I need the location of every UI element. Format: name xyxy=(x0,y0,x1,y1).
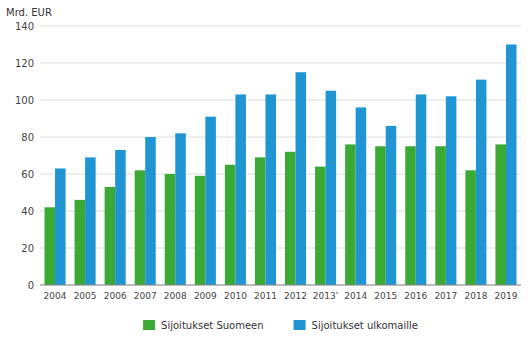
x-tick-label: 2004 xyxy=(44,291,67,301)
chart: 020406080100120140Mrd. EUR20042005200620… xyxy=(0,0,531,343)
legend-swatch xyxy=(143,320,155,330)
legend: Sijoitukset Suomeen Sijoitukset ulkomaill… xyxy=(143,320,418,331)
legend-label: Sijoitukset Suomeen xyxy=(161,320,264,331)
legend-item: Sijoitukset Suomeen xyxy=(143,320,264,331)
x-tick-label: 2010 xyxy=(224,291,247,301)
bar xyxy=(465,170,476,285)
x-tick-label: 2008 xyxy=(164,291,187,301)
x-tick-label: 2012 xyxy=(284,291,307,301)
bar xyxy=(435,146,446,285)
grid-line xyxy=(40,26,521,27)
y-tick-label: 140 xyxy=(15,21,34,32)
x-axis-line xyxy=(40,285,521,286)
bar xyxy=(285,152,296,285)
bar xyxy=(85,157,96,285)
bar xyxy=(446,96,457,285)
bar xyxy=(375,146,386,285)
bar xyxy=(175,133,186,285)
bar xyxy=(345,144,356,285)
legend-swatch xyxy=(294,320,306,330)
bar xyxy=(205,117,216,285)
grid-line xyxy=(40,63,521,64)
bar xyxy=(296,72,307,285)
x-tick-label: 2016 xyxy=(404,291,427,301)
x-tick-label: 2006 xyxy=(104,291,127,301)
bar xyxy=(405,146,416,285)
bar xyxy=(145,137,156,285)
bar xyxy=(386,126,397,285)
y-axis-label: Mrd. EUR xyxy=(6,7,52,18)
bar xyxy=(45,207,56,285)
y-tick-label: 20 xyxy=(21,243,34,254)
x-tick-label: 2014 xyxy=(344,291,367,301)
bar xyxy=(265,94,276,285)
bar xyxy=(195,176,206,285)
x-tick-label: 2005 xyxy=(74,291,97,301)
legend-label: Sijoitukset ulkomaille xyxy=(312,320,418,331)
bar xyxy=(476,80,487,285)
bar xyxy=(326,91,337,285)
bar xyxy=(315,167,326,285)
bar xyxy=(135,170,146,285)
x-tick-label: 2018 xyxy=(464,291,487,301)
y-tick-label: 0 xyxy=(28,280,34,291)
y-tick-label: 40 xyxy=(21,206,34,217)
bar xyxy=(225,165,236,285)
y-tick-label: 60 xyxy=(21,169,34,180)
y-tick-label: 80 xyxy=(21,132,34,143)
bar xyxy=(235,94,246,285)
bar xyxy=(105,187,116,285)
legend-item: Sijoitukset ulkomaille xyxy=(294,320,418,331)
bar xyxy=(55,168,66,285)
bar xyxy=(115,150,126,285)
x-tick-label: 2019 xyxy=(495,291,518,301)
bar xyxy=(75,200,86,285)
bars xyxy=(45,45,517,286)
y-tick-label: 120 xyxy=(15,58,34,69)
x-tick-label: 2009 xyxy=(194,291,217,301)
x-tick-label: 2017 xyxy=(434,291,457,301)
y-tick-label: 100 xyxy=(15,95,34,106)
bar xyxy=(495,144,506,285)
bar xyxy=(356,107,367,285)
bar xyxy=(255,157,266,285)
x-tick-label: 2007 xyxy=(134,291,157,301)
x-tick-label: 2013’ xyxy=(313,291,339,301)
grid-line xyxy=(40,285,521,286)
bar xyxy=(416,94,427,285)
y-axis: 0 20 40 60 80 100 120 140 xyxy=(15,21,521,291)
x-tick-label: 2015 xyxy=(374,291,397,301)
bar xyxy=(165,174,176,285)
x-tick-label: 2011 xyxy=(254,291,277,301)
bar xyxy=(506,45,517,286)
x-axis: 2004 2005 2006 2007 2008 2009 2010 2011 2012 2013… xyxy=(40,285,521,301)
